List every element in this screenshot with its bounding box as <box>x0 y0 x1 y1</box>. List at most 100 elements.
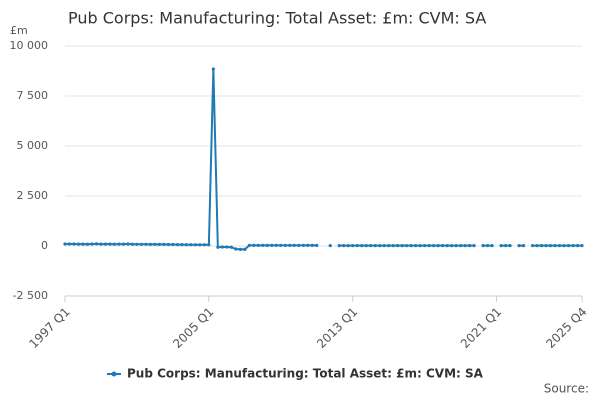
point <box>454 244 458 248</box>
point <box>297 243 301 247</box>
y-tick-label: 2 500 <box>17 189 49 202</box>
point <box>373 244 377 248</box>
point <box>229 245 233 249</box>
point <box>445 244 449 248</box>
point <box>234 247 238 251</box>
point <box>436 244 440 248</box>
point <box>310 243 314 247</box>
point <box>198 243 202 247</box>
y-tick-label: 7 500 <box>17 89 49 102</box>
point <box>94 242 99 246</box>
point <box>220 245 224 249</box>
point <box>315 243 319 247</box>
point <box>247 243 251 247</box>
point <box>207 243 211 247</box>
point <box>301 243 305 247</box>
point <box>238 247 242 251</box>
point <box>369 244 373 248</box>
point <box>292 243 296 247</box>
point <box>270 243 274 247</box>
point <box>288 243 292 247</box>
point <box>355 244 359 248</box>
point <box>99 242 103 246</box>
point <box>535 244 539 248</box>
point <box>252 243 256 247</box>
point <box>409 244 413 248</box>
point <box>548 244 553 248</box>
point <box>418 244 422 248</box>
point <box>180 243 184 247</box>
point <box>481 244 485 248</box>
point <box>121 242 126 246</box>
point <box>378 244 382 248</box>
point <box>117 242 121 246</box>
point <box>274 243 278 247</box>
point <box>184 243 188 247</box>
point <box>400 244 404 248</box>
point <box>432 244 436 248</box>
point <box>202 243 206 247</box>
x-tick-label: 2025 Q4 <box>543 305 589 351</box>
point <box>364 244 368 248</box>
point <box>427 244 431 248</box>
point <box>414 244 418 248</box>
point <box>580 244 584 248</box>
point <box>387 244 391 248</box>
point <box>171 242 175 247</box>
point <box>503 244 508 248</box>
point <box>485 244 490 248</box>
y-axis-label: £m <box>10 24 28 37</box>
point <box>126 242 130 246</box>
point <box>265 243 269 247</box>
point <box>396 244 400 248</box>
chart-title: Pub Corps: Manufacturing: Total Asset: £… <box>68 9 486 28</box>
legend-label: Pub Corps: Manufacturing: Total Asset: £… <box>127 367 484 381</box>
point <box>153 242 157 246</box>
point <box>553 244 557 248</box>
point <box>261 243 265 247</box>
point <box>566 244 571 248</box>
point <box>459 244 463 248</box>
point <box>490 244 494 248</box>
point <box>135 242 139 246</box>
point <box>346 244 350 248</box>
point <box>557 244 562 248</box>
x-tick-label: 2005 Q1 <box>170 305 216 351</box>
point <box>351 244 355 248</box>
point <box>328 244 332 248</box>
point <box>85 242 90 246</box>
point <box>337 244 341 248</box>
point <box>162 242 166 246</box>
point <box>67 242 72 246</box>
x-tick-label: 2021 Q1 <box>458 305 504 351</box>
point <box>530 244 535 248</box>
point <box>382 244 386 248</box>
legend-marker <box>111 371 117 377</box>
point <box>539 244 544 248</box>
point <box>279 243 283 247</box>
point <box>342 244 346 248</box>
point <box>360 244 364 248</box>
x-tick-label: 2013 Q1 <box>314 305 360 351</box>
point <box>139 242 144 246</box>
point <box>256 243 260 247</box>
point <box>112 242 117 246</box>
point <box>571 244 575 248</box>
y-tick-label: -2 500 <box>13 289 48 302</box>
point <box>103 242 108 246</box>
point <box>130 242 135 246</box>
x-tick-label: 1997 Q1 <box>26 305 72 351</box>
y-tick-label: 5 000 <box>17 139 49 152</box>
point <box>544 244 548 248</box>
point <box>175 243 179 247</box>
point <box>562 244 566 248</box>
point <box>472 244 476 248</box>
point <box>499 244 503 248</box>
point <box>76 242 81 246</box>
point <box>508 244 512 248</box>
point <box>211 67 215 71</box>
point <box>63 242 67 246</box>
source: Source: <box>544 382 589 396</box>
point <box>521 244 526 248</box>
